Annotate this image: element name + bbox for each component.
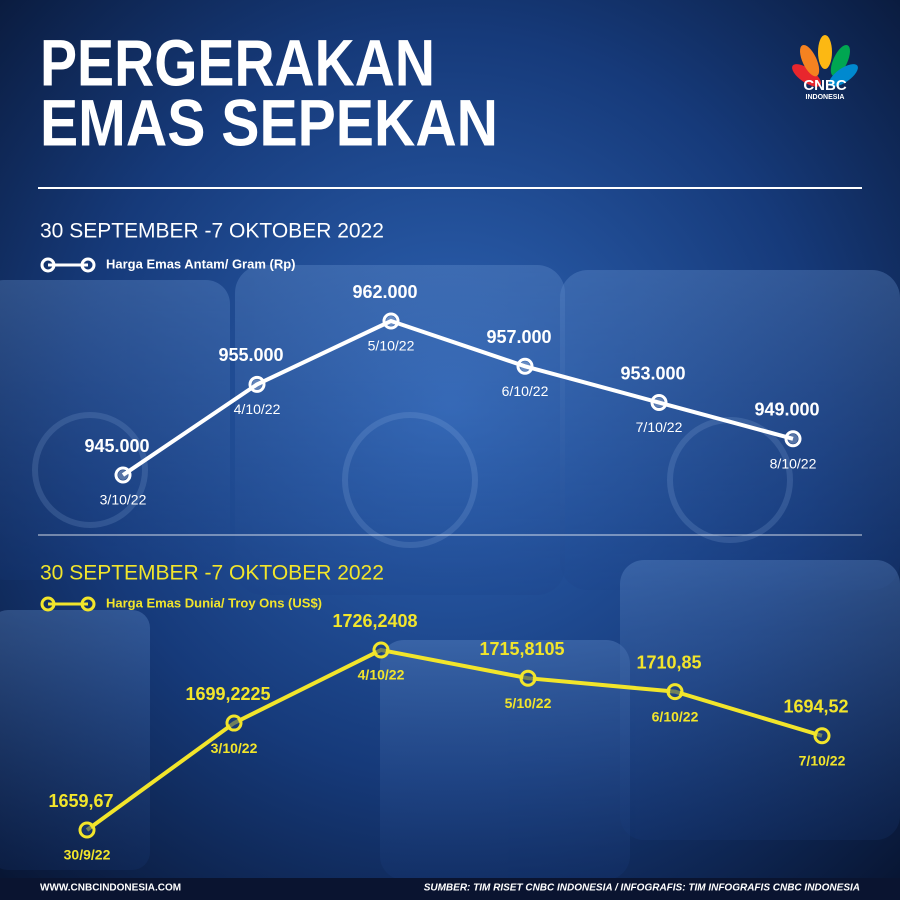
data-point	[650, 394, 668, 412]
value-label: 1710,85	[636, 652, 701, 672]
x-label: 6/10/22	[502, 383, 549, 399]
value-label: 945.000	[84, 436, 149, 456]
x-label: 4/10/22	[234, 401, 281, 417]
logo-text: CNBC	[803, 77, 846, 94]
title-line: PERGERAKAN	[40, 25, 435, 99]
data-point-center	[118, 470, 128, 480]
data-point	[78, 821, 96, 839]
data-point-center	[82, 825, 92, 835]
data-point-center	[523, 673, 533, 684]
legend-marker	[40, 596, 56, 612]
logo: CNBC INDONESIA	[792, 35, 858, 101]
value-label: 1715,8105	[479, 639, 564, 659]
value-label: 949.000	[754, 400, 819, 420]
x-label: 3/10/22	[100, 492, 147, 508]
data-point	[516, 357, 534, 375]
data-point	[372, 641, 390, 659]
legend-marker	[80, 596, 96, 612]
data-point	[382, 312, 400, 330]
data-point-center	[670, 686, 680, 697]
data-point	[248, 375, 266, 393]
footer-website: WWW.CNBCINDONESIA.COM	[40, 883, 181, 894]
data-point	[666, 683, 684, 701]
x-label: 8/10/22	[770, 455, 817, 471]
value-label: 1699,2225	[185, 684, 270, 704]
data-line	[85, 647, 823, 832]
value-label: 955.000	[218, 345, 283, 365]
value-label: 953.000	[620, 363, 685, 383]
chart-subtitle: 30 SEPTEMBER -7 OKTOBER 2022	[40, 562, 384, 585]
chart-subtitle: 30 SEPTEMBER -7 OKTOBER 2022	[40, 220, 384, 243]
x-label: 7/10/22	[636, 419, 683, 435]
value-label: 1694,52	[783, 697, 848, 717]
x-label: 7/10/22	[799, 752, 846, 768]
footer-source: SUMBER: TIM RISET CNBC INDONESIA / INFOG…	[424, 883, 860, 894]
x-label: 3/10/22	[211, 740, 258, 756]
data-point-center	[788, 433, 798, 444]
data-point-center	[376, 645, 386, 655]
title-line: EMAS SEPEKAN	[40, 85, 498, 159]
value-label: 957.000	[486, 327, 551, 347]
data-point-center	[229, 718, 239, 729]
legend-label: Harga Emas Antam/ Gram (Rp)	[106, 256, 296, 271]
value-label: 962.000	[352, 282, 417, 302]
data-line	[121, 318, 794, 477]
footer-bar	[0, 878, 900, 900]
x-label: 30/9/22	[64, 847, 111, 863]
data-point	[519, 669, 537, 687]
data-point-center	[654, 397, 664, 408]
data-point-center	[520, 361, 530, 372]
logo-subtext: INDONESIA	[806, 94, 845, 101]
data-point	[784, 430, 802, 448]
legend-label: Harga Emas Dunia/ Troy Ons (US$)	[106, 595, 322, 610]
data-point-center	[386, 316, 396, 326]
x-label: 5/10/22	[368, 338, 415, 354]
x-label: 4/10/22	[358, 667, 405, 683]
data-point-center	[817, 730, 827, 741]
value-label: 1726,2408	[332, 611, 417, 631]
legend-marker	[40, 257, 56, 273]
data-point	[225, 714, 243, 732]
x-label: 6/10/22	[652, 708, 699, 724]
data-point	[813, 727, 831, 745]
value-label: 1659,67	[48, 791, 113, 811]
background-bars	[0, 265, 900, 880]
x-label: 5/10/22	[505, 695, 552, 711]
data-point	[114, 466, 132, 484]
legend-marker	[80, 257, 96, 273]
data-point-center	[252, 379, 262, 390]
